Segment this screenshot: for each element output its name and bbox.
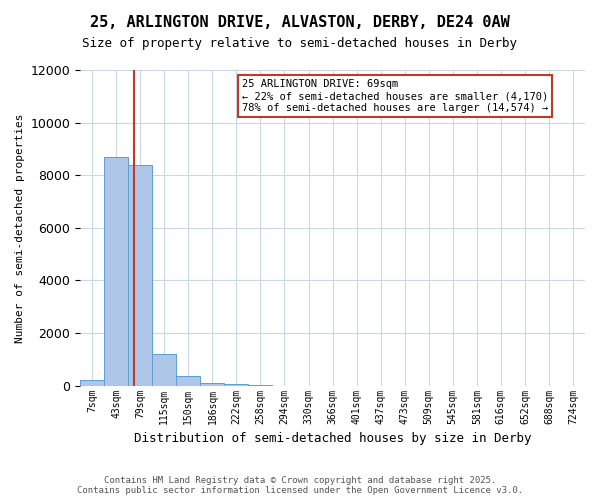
- Bar: [176, 376, 200, 386]
- Y-axis label: Number of semi-detached properties: Number of semi-detached properties: [15, 113, 25, 342]
- Bar: [200, 383, 224, 386]
- Text: Size of property relative to semi-detached houses in Derby: Size of property relative to semi-detach…: [83, 38, 517, 51]
- X-axis label: Distribution of semi-detached houses by size in Derby: Distribution of semi-detached houses by …: [134, 432, 532, 445]
- Bar: [224, 384, 248, 386]
- Text: 25, ARLINGTON DRIVE, ALVASTON, DERBY, DE24 0AW: 25, ARLINGTON DRIVE, ALVASTON, DERBY, DE…: [90, 15, 510, 30]
- Bar: [152, 354, 176, 386]
- Text: Contains HM Land Registry data © Crown copyright and database right 2025.
Contai: Contains HM Land Registry data © Crown c…: [77, 476, 523, 495]
- Bar: [248, 385, 272, 386]
- Text: 25 ARLINGTON DRIVE: 69sqm
← 22% of semi-detached houses are smaller (4,170)
78% : 25 ARLINGTON DRIVE: 69sqm ← 22% of semi-…: [242, 80, 548, 112]
- Bar: [80, 380, 104, 386]
- Bar: [104, 157, 128, 386]
- Bar: [128, 164, 152, 386]
